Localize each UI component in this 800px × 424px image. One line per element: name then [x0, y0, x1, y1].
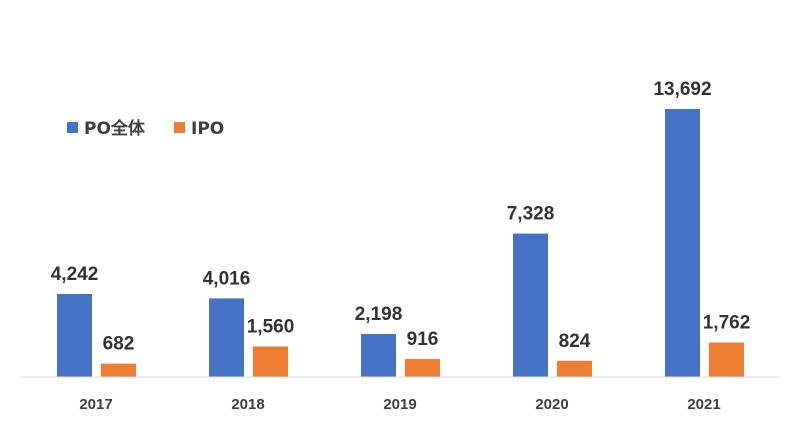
legend: PO全体 IPO — [67, 118, 224, 139]
bar-ipo-2020 — [557, 360, 592, 377]
legend-label-ipo: IPO — [191, 119, 224, 139]
data-label-ipo-2019: 916 — [407, 329, 439, 350]
data-label-ipo-2021: 1,762 — [703, 313, 751, 334]
data-label-ipo-2020: 824 — [559, 331, 591, 352]
data-label-po-total-2017: 4,242 — [51, 264, 99, 285]
bars-group — [57, 109, 744, 377]
bar-po-total-2017 — [57, 293, 92, 377]
bar-ipo-2017 — [101, 363, 136, 377]
x-tick-label-2021: 2021 — [687, 396, 720, 413]
x-tick-label-2019: 2019 — [383, 396, 416, 413]
data-label-ipo-2018: 1,560 — [247, 316, 295, 337]
bar-po-total-2018 — [209, 298, 244, 377]
bar-ipo-2018 — [253, 346, 288, 377]
x-tick-label-2020: 2020 — [535, 396, 568, 413]
bar-po-total-2020 — [513, 233, 548, 377]
bar-ipo-2021 — [709, 342, 744, 377]
x-axis-ticks: 2017 2018 2019 2020 2021 — [79, 396, 720, 413]
bar-ipo-2019 — [405, 359, 440, 377]
x-tick-label-2017: 2017 — [79, 396, 112, 413]
legend-label-po-total: PO全体 — [84, 118, 146, 139]
data-label-po-total-2018: 4,016 — [203, 268, 251, 289]
x-tick-label-2018: 2018 — [231, 396, 264, 413]
data-label-ipo-2017: 682 — [103, 334, 135, 355]
data-label-po-total-2019: 2,198 — [355, 304, 403, 325]
legend-swatch-po-total — [67, 122, 78, 133]
bar-po-total-2021 — [665, 109, 700, 377]
data-label-po-total-2020: 7,328 — [507, 204, 555, 225]
bar-po-total-2019 — [361, 333, 396, 377]
data-label-po-total-2021: 13,692 — [653, 79, 711, 100]
legend-swatch-ipo — [174, 122, 185, 133]
